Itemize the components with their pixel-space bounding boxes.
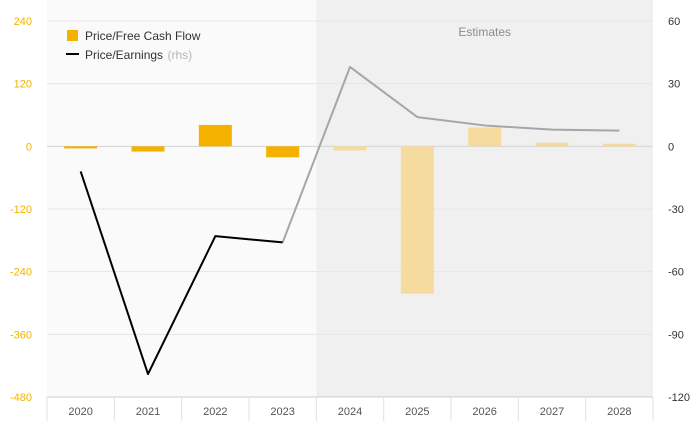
x-tick-label: 2028 bbox=[607, 406, 631, 418]
x-tick-label: 2023 bbox=[270, 406, 294, 418]
bar-2025 bbox=[400, 146, 434, 294]
left-tick-label: -360 bbox=[10, 329, 32, 341]
right-tick-label: -120 bbox=[668, 392, 690, 404]
bar-2028 bbox=[602, 143, 636, 147]
legend-label-rhs: (rhs) bbox=[168, 48, 193, 62]
left-tick-label: -120 bbox=[10, 204, 32, 216]
bar-2027 bbox=[535, 142, 569, 147]
estimates-label: Estimates bbox=[458, 25, 511, 39]
bar-2020 bbox=[64, 146, 98, 149]
x-tick-label: 2024 bbox=[338, 406, 362, 418]
left-tick-label: -480 bbox=[10, 392, 32, 404]
line-segment-estimates bbox=[281, 65, 620, 243]
right-tick-label: 30 bbox=[668, 79, 680, 91]
left-tick-label: 120 bbox=[14, 79, 32, 91]
right-tick-label: -30 bbox=[668, 204, 684, 216]
legend-entry-price-earnings: Price/Earnings (rhs) bbox=[85, 46, 192, 63]
line-segment-actual bbox=[79, 171, 283, 376]
left-tick-label: 0 bbox=[26, 141, 32, 153]
legend-swatch-price-fcf bbox=[67, 30, 78, 41]
right-tick-label: -90 bbox=[668, 329, 684, 341]
bar-2023 bbox=[266, 146, 300, 158]
bar-2021 bbox=[131, 146, 165, 152]
x-tick-label: 2021 bbox=[136, 406, 160, 418]
bar-series-price-fcf bbox=[64, 124, 636, 294]
right-tick-label: 0 bbox=[668, 141, 674, 153]
left-y-axis: 240 120 0 -120 -240 -360 -480 bbox=[10, 16, 32, 404]
x-tick-label: 2020 bbox=[68, 406, 92, 418]
legend-label-price-fcf: Price/Free Cash Flow bbox=[85, 29, 201, 43]
left-tick-label: -240 bbox=[10, 267, 32, 279]
x-axis: 2020 2021 2022 2023 2024 2025 2026 2027 2028 bbox=[46, 396, 654, 421]
right-tick-label: -60 bbox=[668, 267, 684, 279]
x-tick-label: 2026 bbox=[472, 406, 496, 418]
legend: Price/Free Cash Flow Price/Earnings (rhs… bbox=[66, 29, 201, 63]
legend-label-price-earnings: Price/Earnings bbox=[85, 48, 163, 62]
left-tick-label: 240 bbox=[14, 16, 32, 28]
x-tick-label: 2027 bbox=[540, 406, 564, 418]
x-tick-label: 2025 bbox=[405, 406, 429, 418]
right-y-axis: 60 30 0 -30 -60 -90 -120 bbox=[668, 16, 690, 404]
bar-2026 bbox=[468, 127, 502, 147]
bar-2024 bbox=[333, 146, 367, 151]
x-tick-label: 2022 bbox=[203, 406, 227, 418]
right-tick-label: 60 bbox=[668, 16, 680, 28]
estimates-shaded-region bbox=[316, 0, 653, 397]
bar-2022 bbox=[198, 124, 232, 147]
line-series-price-earnings bbox=[79, 65, 620, 376]
